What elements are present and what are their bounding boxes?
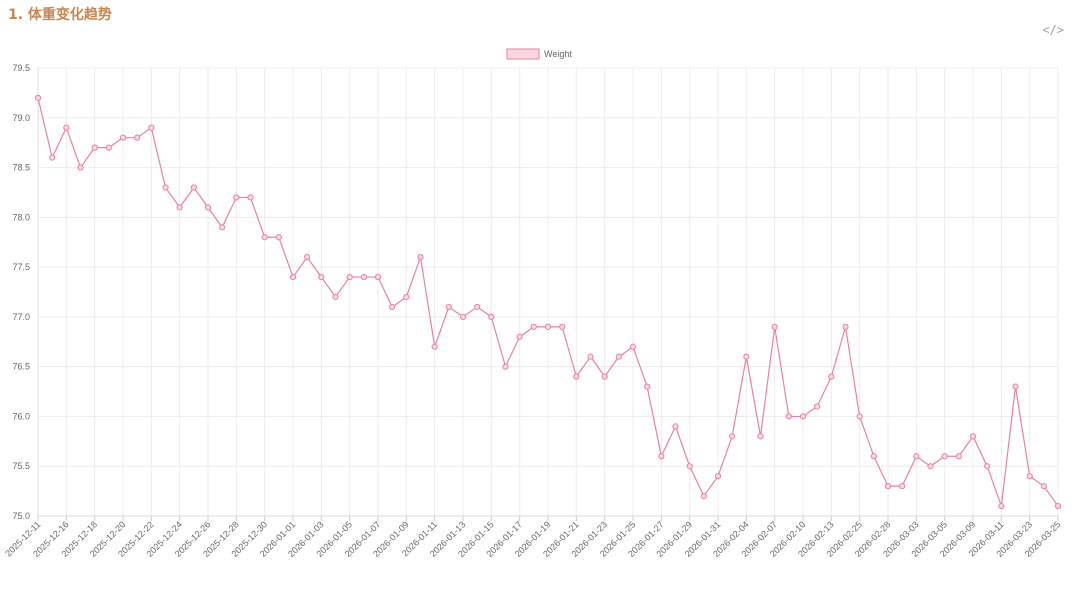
- data-point[interactable]: [148, 124, 155, 131]
- data-point[interactable]: [431, 343, 438, 350]
- data-point[interactable]: [757, 433, 764, 440]
- data-point[interactable]: [516, 333, 523, 340]
- data-point[interactable]: [615, 353, 622, 360]
- data-point[interactable]: [417, 254, 424, 261]
- data-point[interactable]: [49, 154, 56, 161]
- data-point[interactable]: [714, 473, 722, 480]
- data-point[interactable]: [785, 413, 792, 420]
- data-point[interactable]: [459, 313, 467, 320]
- page-title: 1. 体重变化趋势: [8, 7, 112, 23]
- legend[interactable]: Weight: [506, 48, 572, 60]
- data-point[interactable]: [261, 234, 268, 241]
- data-point[interactable]: [134, 134, 141, 141]
- data-point[interactable]: [828, 373, 835, 380]
- data-point[interactable]: [34, 94, 42, 101]
- data-point[interactable]: [587, 353, 594, 360]
- data-point[interactable]: [771, 323, 778, 330]
- data-point[interactable]: [984, 463, 991, 470]
- y-tick-label: 79.0: [12, 113, 30, 123]
- data-point[interactable]: [445, 303, 452, 311]
- data-point[interactable]: [856, 413, 863, 420]
- y-tick-label: 76.5: [12, 362, 30, 372]
- data-point[interactable]: [275, 234, 282, 241]
- legend-label-weight: Weight: [544, 49, 572, 59]
- data-point[interactable]: [332, 293, 339, 301]
- series-group: [34, 94, 1062, 510]
- data-point[interactable]: [119, 134, 127, 141]
- y-tick-label: 75.5: [12, 461, 30, 471]
- data-point[interactable]: [488, 313, 495, 320]
- legend-swatch: [506, 48, 540, 60]
- data-point[interactable]: [247, 194, 254, 201]
- y-tick-label: 77.5: [12, 262, 30, 272]
- data-point[interactable]: [1054, 502, 1062, 510]
- data-point[interactable]: [629, 343, 637, 350]
- y-tick-label: 78.0: [12, 212, 30, 222]
- data-point[interactable]: [204, 204, 212, 211]
- data-point[interactable]: [233, 194, 240, 201]
- data-point[interactable]: [842, 323, 849, 330]
- y-axis-ticks: 79.5 79.0 78.5 78.0 77.5 77.0 76.5 76.0 75.5 75.0: [12, 63, 30, 521]
- x-axis-ticks: 2025-12-112025-12-162025-12-182025-12-20…: [3, 519, 1062, 559]
- data-point[interactable]: [700, 492, 707, 500]
- data-point[interactable]: [884, 483, 892, 490]
- data-point[interactable]: [1040, 483, 1047, 490]
- data-point[interactable]: [105, 144, 112, 151]
- data-point[interactable]: [644, 383, 651, 390]
- y-tick-label: 76.0: [12, 411, 30, 421]
- data-point[interactable]: [601, 373, 608, 380]
- data-point[interactable]: [729, 433, 736, 440]
- y-tick-label: 77.0: [12, 312, 30, 322]
- data-point[interactable]: [686, 463, 693, 470]
- data-point[interactable]: [955, 453, 962, 460]
- data-point[interactable]: [360, 273, 367, 281]
- data-point[interactable]: [559, 323, 566, 330]
- y-tick-label: 78.5: [12, 163, 30, 173]
- y-tick-label: 79.5: [12, 63, 30, 73]
- y-tick-label: 75.0: [12, 511, 30, 521]
- data-point[interactable]: [658, 453, 665, 460]
- data-point[interactable]: [913, 453, 920, 460]
- data-point[interactable]: [219, 224, 226, 231]
- data-point[interactable]: [799, 413, 807, 420]
- data-point[interactable]: [1012, 383, 1019, 390]
- data-point[interactable]: [544, 323, 552, 330]
- data-point[interactable]: [870, 453, 877, 460]
- data-point[interactable]: [1026, 473, 1033, 480]
- data-point[interactable]: [289, 273, 297, 281]
- data-point[interactable]: [176, 204, 183, 211]
- data-point[interactable]: [63, 124, 70, 131]
- data-point[interactable]: [998, 502, 1005, 510]
- data-point[interactable]: [403, 293, 410, 301]
- data-point[interactable]: [969, 433, 977, 440]
- code-icon[interactable]: </>: [1042, 23, 1064, 37]
- data-point[interactable]: [814, 403, 821, 410]
- data-point[interactable]: [573, 373, 580, 380]
- data-point[interactable]: [389, 303, 396, 311]
- data-point[interactable]: [941, 453, 948, 460]
- data-point[interactable]: [502, 363, 509, 370]
- data-point[interactable]: [374, 273, 382, 281]
- data-point[interactable]: [672, 423, 679, 430]
- data-point[interactable]: [899, 483, 906, 490]
- data-point[interactable]: [927, 463, 934, 470]
- data-point[interactable]: [318, 273, 325, 281]
- data-point[interactable]: [530, 323, 537, 330]
- data-point[interactable]: [743, 353, 750, 360]
- data-point[interactable]: [346, 273, 353, 281]
- data-point[interactable]: [474, 303, 481, 311]
- data-point[interactable]: [162, 184, 169, 191]
- data-point[interactable]: [77, 164, 84, 171]
- grid-lines: [37, 67, 1059, 521]
- data-point[interactable]: [91, 144, 98, 151]
- data-point[interactable]: [190, 184, 197, 191]
- data-point[interactable]: [304, 254, 311, 261]
